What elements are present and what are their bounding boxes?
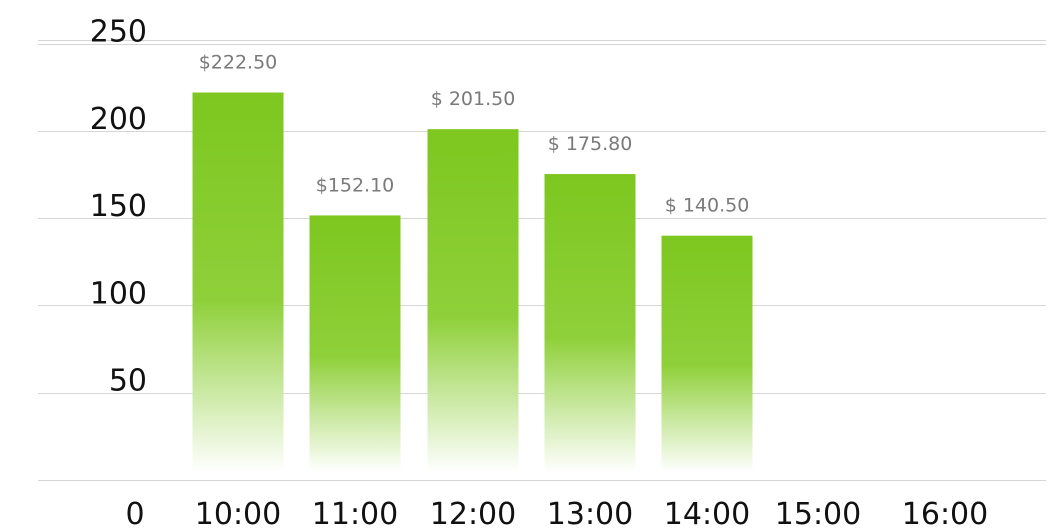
data-label: $152.10 (316, 174, 395, 196)
bar-1000 (192, 92, 284, 472)
y-tick-label: 50 (109, 364, 147, 399)
x-tick-label: 13:00 (547, 497, 633, 532)
bar-1400 (661, 235, 753, 472)
x-tick-label: 16:00 (902, 497, 988, 532)
bar-1200 (427, 129, 519, 472)
bar-1300 (544, 174, 636, 472)
bar-1100 (309, 215, 401, 472)
y-tick-label: 0 (125, 497, 144, 532)
x-tick-label: 12:00 (430, 497, 516, 532)
x-axis-ticks: 10:00 11:00 12:00 13:00 14:00 15:00 16:00 (195, 497, 988, 532)
x-tick-label: 15:00 (775, 497, 861, 532)
x-tick-label: 11:00 (312, 497, 398, 532)
y-axis-ticks: 0 50 100 150 200 250 (90, 15, 147, 532)
x-tick-label: 14:00 (664, 497, 750, 532)
y-tick-label: 200 (90, 102, 147, 137)
x-tick-label: 10:00 (195, 497, 281, 532)
bars (192, 92, 753, 472)
data-label: $ 140.50 (665, 195, 750, 217)
gridlines (38, 40, 1046, 481)
y-tick-label: 100 (90, 276, 147, 311)
data-label: $ 175.80 (548, 133, 633, 155)
data-label: $222.50 (199, 52, 278, 74)
y-tick-label: 150 (90, 189, 147, 224)
data-label: $ 201.50 (431, 88, 516, 110)
y-tick-label: 250 (90, 15, 147, 50)
data-labels: $222.50 $152.10 $ 201.50 $ 175.80 $ 140.50 (199, 52, 750, 217)
